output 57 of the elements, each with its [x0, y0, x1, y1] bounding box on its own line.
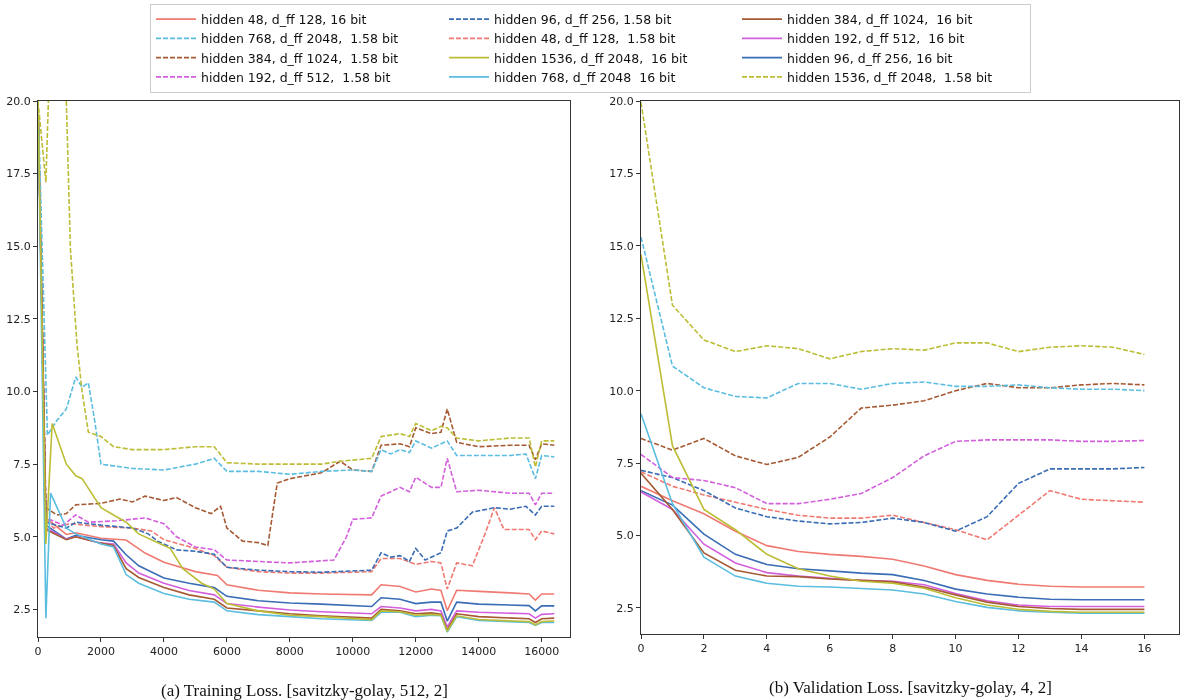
x-tick-label: 2000 [86, 645, 115, 659]
x-tick-label: 16000 [524, 645, 560, 659]
x-tick-label: 12 [1011, 642, 1026, 656]
legend-label: hidden 1536, d_ff 2048, 1.58 bit [787, 69, 993, 85]
y-tick-label: 12.5 [6, 312, 31, 326]
y-tick-label: 10.0 [6, 385, 31, 399]
line-series [641, 466, 1146, 532]
legend-label: hidden 192, d_ff 512, 16 bit [787, 31, 965, 47]
line-series [641, 470, 1146, 541]
x-tick-label: 6 [826, 642, 834, 656]
legend-label: hidden 96, d_ff 256, 16 bit [787, 50, 953, 66]
x-tick-label: 8 [889, 642, 897, 656]
text: (b) Validation Loss. [savitzky-golay, 4, 2] [769, 678, 1052, 697]
line-series [641, 253, 1146, 614]
y-tick-label: 20.0 [609, 94, 634, 108]
x-tick-label: 4 [763, 642, 771, 656]
y-tick-label: 2.5 [616, 601, 634, 615]
y-tick-label: 5.0 [616, 529, 634, 543]
x-tick-label: 8000 [275, 645, 304, 659]
y-tick-label: 7.5 [616, 456, 634, 470]
legend-label: hidden 384, d_ff 1024, 1.58 bit [201, 50, 399, 66]
y-tick-label: 12.5 [609, 312, 634, 326]
legend-label: hidden 192, d_ff 512, 1.58 bit [201, 69, 391, 85]
text: (a) Training Loss. [savitzky-golay, 512, 2] [161, 681, 448, 700]
legend-label: hidden 768, d_ff 2048, 1.58 bit [201, 31, 399, 47]
legend-label: hidden 96, d_ff 256, 1.58 bit [494, 12, 672, 27]
y-tick-label: 2.5 [13, 603, 31, 617]
line-series [641, 236, 1146, 399]
line-series [641, 413, 1146, 614]
x-tick-label: 4000 [149, 645, 178, 659]
y-tick-label: 15.0 [6, 240, 31, 254]
y-tick-label: 17.5 [609, 167, 634, 181]
x-tick-label: 12000 [398, 645, 434, 659]
x-tick-label: 2 [700, 642, 708, 656]
x-tick-label: 16 [1137, 642, 1152, 656]
legend-label: hidden 1536, d_ff 2048, 16 bit [494, 50, 688, 66]
line-series [641, 101, 1146, 360]
x-tick-label: 10000 [335, 645, 371, 659]
legend-label: hidden 768, d_ff 2048 16 bit [494, 69, 676, 85]
x-tick-label: 14 [1074, 642, 1089, 656]
y-tick-label: 7.5 [13, 457, 31, 471]
y-tick-label: 10.0 [609, 384, 634, 398]
x-tick-label: 14000 [461, 645, 497, 659]
legend-label: hidden 48, d_ff 128, 1.58 bit [494, 31, 676, 47]
legend-label: hidden 384, d_ff 1024, 16 bit [787, 12, 973, 27]
line-series [641, 439, 1146, 505]
y-tick-label: 20.0 [6, 94, 31, 108]
y-tick-label: 5.0 [13, 530, 31, 544]
x-tick-label: 10 [948, 642, 963, 656]
x-tick-label: 6000 [212, 645, 241, 659]
y-tick-label: 15.0 [609, 239, 634, 253]
legend-label: hidden 48, d_ff 128, 16 bit [201, 12, 367, 27]
y-tick-label: 17.5 [6, 167, 31, 181]
x-tick-label: 0 [34, 645, 42, 659]
x-tick-label: 0 [637, 642, 645, 656]
line-series [641, 472, 1146, 611]
line-series [641, 382, 1146, 466]
